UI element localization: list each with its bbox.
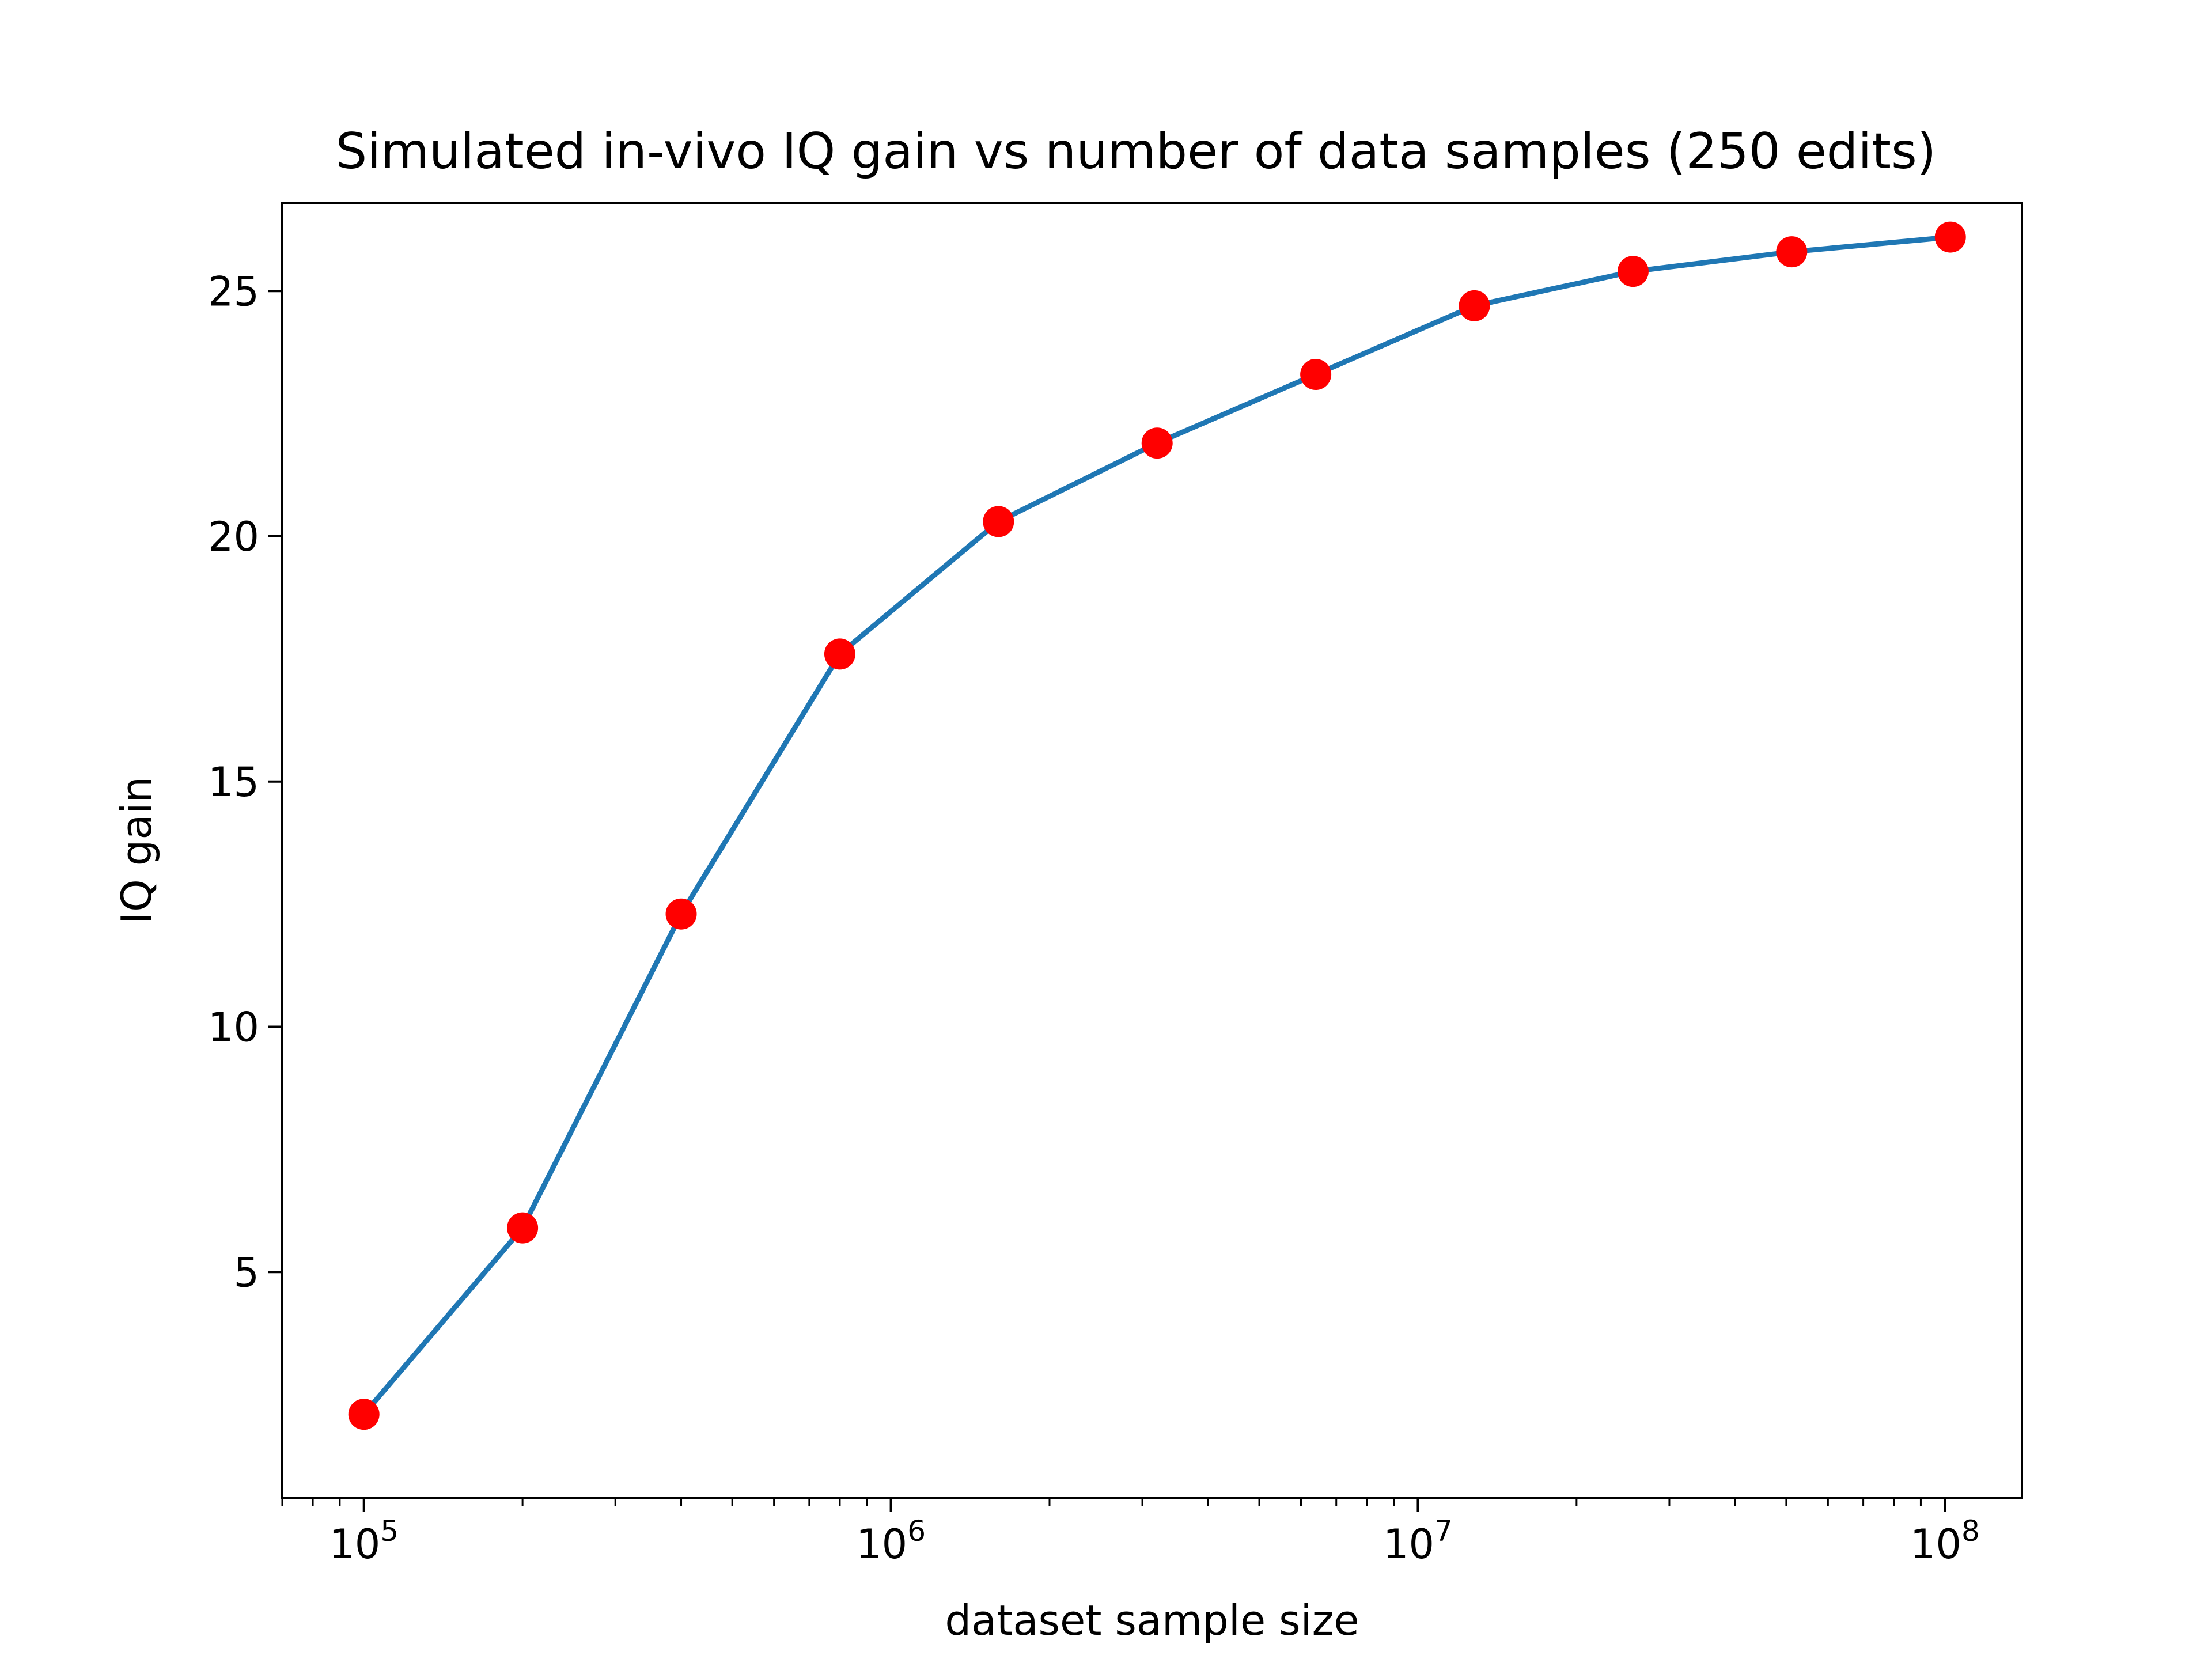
x-tick-label: 106 [856,1514,926,1568]
y-tick-label: 25 [208,268,259,315]
data-point [1300,359,1332,391]
data-point [983,506,1014,537]
y-tick-label: 20 [208,513,259,560]
y-axis-label: IQ gain [112,777,161,924]
data-point [1459,290,1490,321]
y-tick-label: 10 [208,1004,259,1051]
x-tick-label: 108 [1910,1514,1980,1568]
x-tick-label: 107 [1383,1514,1453,1568]
series-line [361,234,1953,1417]
x-axis-label: dataset sample size [945,1596,1359,1645]
data-point [1776,236,1808,268]
data-point [665,898,697,930]
chart-title: Simulated in-vivo IQ gain vs number of d… [336,123,1937,180]
data-point [348,1399,380,1430]
x-tick-label: 105 [329,1514,399,1568]
y-tick-label: 15 [208,759,259,806]
y-tick-label: 5 [233,1249,259,1296]
data-point [1617,256,1649,287]
plot-area-frame [281,202,2023,1499]
y-axis: 5 10 15 20 25 [208,268,282,1296]
data-point [507,1212,539,1244]
x-axis: 105 106 107 108 [281,1498,1980,1568]
data-point [824,638,855,670]
data-point [1934,221,1966,253]
plot-series [348,221,1966,1430]
data-point [1141,427,1173,459]
